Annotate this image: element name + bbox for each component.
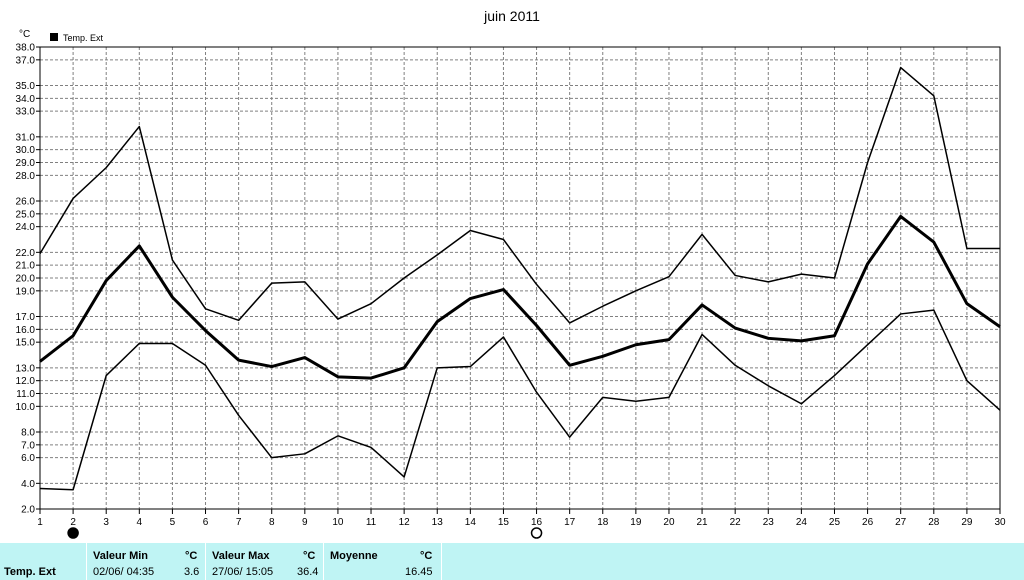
- min-unit: °C: [185, 550, 198, 562]
- x-tick-label: 28: [928, 517, 940, 528]
- y-tick-label: 17.0: [16, 312, 36, 323]
- y-tick-label: 29.0: [16, 158, 36, 169]
- x-tick-label: 6: [203, 517, 209, 528]
- y-tick-label: 6.0: [21, 453, 35, 464]
- x-tick-label: 17: [564, 517, 576, 528]
- max-header: Valeur Max: [212, 550, 270, 562]
- y-tick-label: 16.0: [16, 325, 36, 336]
- y-tick-label: 24.0: [16, 222, 36, 233]
- x-tick-label: 8: [269, 517, 275, 528]
- series-lines: [39, 66, 1001, 491]
- y-tick-label: 20.0: [16, 274, 36, 285]
- y-tick-label: 4.0: [21, 479, 35, 490]
- x-tick-label: 29: [961, 517, 973, 528]
- y-tick-label: 26.0: [16, 197, 36, 208]
- x-tick-label: 19: [630, 517, 642, 528]
- x-tick-label: 5: [170, 517, 176, 528]
- x-tick-label: 2: [70, 517, 76, 528]
- x-tick-label: 4: [137, 517, 143, 528]
- min-marker: [67, 527, 79, 539]
- x-tick-label: 20: [663, 517, 675, 528]
- x-ticks: 1 2 3 4 5 6 7 8 9 10 11 12 13 14 15 16 17 18 19 20 21 22 23 24 2…: [37, 509, 1006, 528]
- y-tick-label: 21.0: [16, 261, 36, 272]
- grid: [39, 46, 1001, 510]
- x-tick-label: 9: [302, 517, 308, 528]
- series-max: [39, 66, 1000, 324]
- y-tick-label: 38.0: [16, 43, 36, 54]
- footer-divider: [441, 543, 442, 580]
- x-tick-label: 14: [465, 517, 477, 528]
- plot-frame: [39, 46, 1001, 510]
- stats-footer: Temp. Ext Valeur Min °C 02/06/ 04:35 3.6…: [0, 543, 1024, 580]
- y-tick-label: 7.0: [21, 440, 35, 451]
- x-tick-label: 25: [829, 517, 841, 528]
- x-tick-label: 24: [796, 517, 808, 528]
- x-tick-label: 16: [531, 517, 543, 528]
- y-tick-label: 28.0: [16, 171, 36, 182]
- y-tick-label: 35.0: [16, 81, 36, 92]
- series-min: [39, 309, 1001, 491]
- avg-unit: °C: [420, 550, 433, 562]
- y-tick-label: 12.0: [16, 376, 36, 387]
- x-tick-label: 10: [332, 517, 344, 528]
- y-axis-unit: °C: [19, 29, 30, 40]
- x-tick-label: 26: [862, 517, 874, 528]
- avg-value: 16.45: [405, 566, 433, 578]
- y-ticks: 2.0 4.0 6.0 7.08.0 10.0 11.0 12.0 13.0 15.0 16.0 1…: [16, 43, 40, 516]
- legend-swatch: [50, 33, 58, 41]
- y-tick-label: 33.0: [16, 107, 36, 118]
- max-marker: [530, 527, 543, 539]
- y-tick-label: 25.0: [16, 209, 36, 220]
- max-unit: °C: [303, 550, 316, 562]
- x-tick-label: 1: [37, 517, 43, 528]
- markers: [67, 527, 543, 539]
- x-tick-label: 18: [597, 517, 609, 528]
- footer-divider: [205, 543, 206, 580]
- y-tick-label: 37.0: [16, 55, 36, 66]
- y-tick-label: 30.0: [16, 145, 36, 156]
- y-tick-label: 11.0: [16, 389, 35, 400]
- y-tick-label: 22.0: [16, 248, 36, 259]
- max-value: 36.4: [297, 566, 319, 578]
- x-tick-label: 30: [994, 517, 1006, 528]
- avg-header: Moyenne: [330, 550, 378, 562]
- x-tick-label: 15: [498, 517, 510, 528]
- y-tick-label: 2.0: [21, 505, 35, 516]
- series-moyenne: [39, 214, 1001, 380]
- legend-label: Temp. Ext: [63, 33, 104, 43]
- x-tick-label: 23: [763, 517, 775, 528]
- footer-divider: [86, 543, 87, 580]
- x-tick-label: 27: [895, 517, 907, 528]
- y-tick-label: 34.0: [16, 94, 36, 105]
- y-tick-label: 8.0: [21, 428, 35, 439]
- x-tick-label: 22: [730, 517, 742, 528]
- x-tick-label: 7: [236, 517, 242, 528]
- chart-title: juin 2011: [483, 8, 540, 24]
- x-tick-label: 11: [366, 517, 377, 528]
- y-tick-label: 19.0: [16, 286, 36, 297]
- footer-row-label: Temp. Ext: [4, 566, 56, 578]
- x-tick-label: 3: [103, 517, 109, 528]
- footer-divider: [323, 543, 324, 580]
- y-tick-label: 15.0: [16, 338, 36, 349]
- temperature-chart: juin 2011 °C Temp. Ext 2.0 4.0 6.0 7.08.0 10…: [16, 8, 1006, 539]
- x-tick-label: 12: [399, 517, 411, 528]
- min-header: Valeur Min: [93, 550, 149, 562]
- min-value: 3.6: [184, 566, 200, 578]
- y-tick-label: 31.0: [16, 132, 36, 143]
- y-tick-label: 10.0: [16, 402, 36, 413]
- min-date: 02/06/ 04:35: [93, 566, 155, 578]
- x-tick-label: 13: [432, 517, 444, 528]
- max-date: 27/06/ 15:05: [212, 566, 274, 578]
- x-tick-label: 21: [697, 517, 709, 528]
- y-tick-label: 13.0: [16, 363, 36, 374]
